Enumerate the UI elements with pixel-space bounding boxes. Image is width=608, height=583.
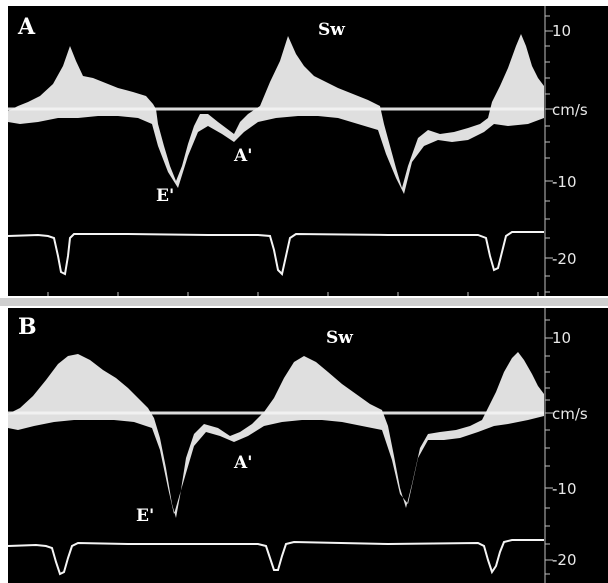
tick-unit-b: cm/s: [552, 405, 588, 423]
sw-wave-label-b: Sw: [326, 328, 353, 348]
doppler-panel-a: A Sw A' E': [8, 6, 544, 296]
tick-minus20-a: -20: [552, 250, 577, 268]
panel-label-b: B: [18, 314, 37, 340]
a-prime-wave-label-b: A': [234, 453, 253, 473]
a-prime-wave-label-a: A': [234, 146, 253, 166]
velocity-scale-a: 10 cm/s -10 -20: [544, 6, 608, 296]
doppler-panel-b: B Sw A' E': [8, 308, 544, 583]
ecg-trace-a: [8, 231, 544, 276]
tick-10-a: 10: [552, 22, 572, 40]
panel-label-a: A: [18, 14, 36, 40]
velocity-scale-b: 10 cm/s -10 -20: [544, 308, 608, 583]
ecg-trace-b: [8, 539, 544, 576]
tick-10-b: 10: [552, 329, 572, 347]
doppler-image-b: [8, 352, 544, 576]
doppler-spectrum-b: [8, 352, 544, 518]
doppler-image-a: [8, 34, 544, 296]
panel-divider: [0, 298, 608, 306]
tick-minus10-b: -10: [552, 480, 577, 498]
doppler-spectrum-a: [8, 34, 544, 194]
tick-minus20-b: -20: [552, 551, 577, 569]
sw-wave-label-a: Sw: [318, 20, 345, 40]
tick-unit-a: cm/s: [552, 101, 588, 119]
e-prime-wave-label-b: E': [136, 506, 155, 526]
time-ticks-a: [47, 292, 539, 296]
e-prime-wave-label-a: E': [156, 186, 175, 206]
tick-minus10-a: -10: [552, 173, 577, 191]
